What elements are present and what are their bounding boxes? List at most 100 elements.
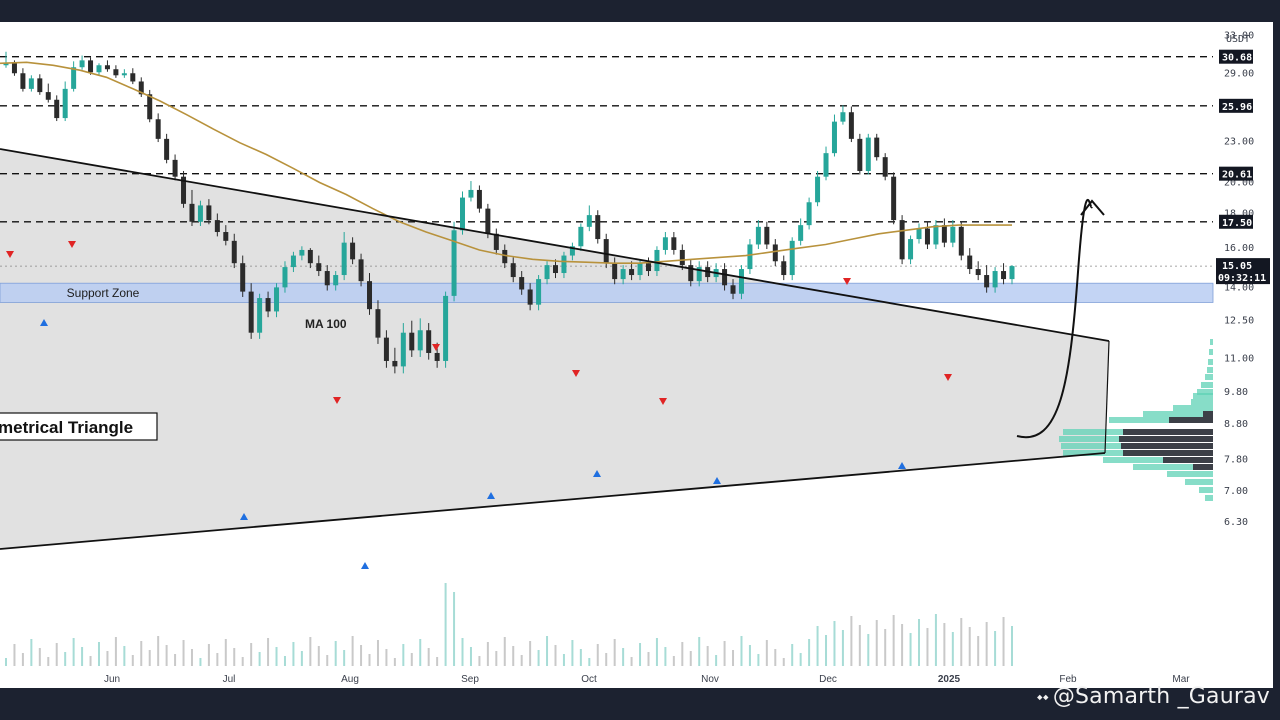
buy-signal-marker <box>593 470 601 477</box>
candle-body <box>975 269 981 276</box>
volume-bar <box>512 646 515 666</box>
current-price-value: 15.05 <box>1222 261 1252 272</box>
support-zone-label: Support Zone <box>67 286 140 300</box>
candle-body <box>181 176 187 204</box>
candle-body <box>257 298 263 333</box>
volume-bar <box>537 650 540 666</box>
candle-body <box>578 226 584 247</box>
candle-body <box>510 263 516 278</box>
volume-profile-bar <box>1143 411 1203 417</box>
buy-signal-marker <box>487 492 495 499</box>
candle-body <box>248 291 254 333</box>
candle-body <box>722 269 728 286</box>
volume-bar <box>64 652 67 666</box>
volume-bar <box>81 647 84 666</box>
price-level-tag <box>1219 166 1253 181</box>
candle-body <box>493 233 499 250</box>
volume-bar <box>140 641 143 666</box>
volume-bar <box>639 643 642 666</box>
buy-signal-marker <box>240 513 248 520</box>
volume-bar <box>148 650 151 666</box>
volume-bar <box>207 644 210 666</box>
symmetrical-triangle-fill <box>0 149 1109 549</box>
current-price-tag <box>1216 258 1270 285</box>
price-tick-label: 23.00 <box>1224 136 1254 147</box>
volume-bar <box>300 651 303 666</box>
candle-body <box>240 263 246 292</box>
candle-countdown: 09:32:11 <box>1218 273 1266 284</box>
price-tick-label: 9.80 <box>1224 387 1248 398</box>
price-level-tag-label: 25.96 <box>1222 102 1252 113</box>
volume-bar <box>588 658 591 666</box>
candle-body <box>916 228 922 240</box>
volume-bar <box>841 630 844 666</box>
candle-body <box>54 99 60 119</box>
volume-bar <box>825 635 828 666</box>
candle-body <box>502 249 508 264</box>
chart-canvas[interactable]: Resistance ZoneSupport Zone MA 100 metri… <box>0 22 1273 688</box>
volume-bar <box>317 646 320 666</box>
volume-bar <box>250 643 253 666</box>
time-tick-label: Feb <box>1059 674 1077 685</box>
volume-bar <box>495 651 498 666</box>
volume-bar <box>672 656 675 666</box>
volume-bar <box>918 619 921 666</box>
candle-body <box>984 275 990 288</box>
candle-body <box>3 63 9 66</box>
volume-profile-bar <box>1191 399 1213 405</box>
volume-bar <box>123 646 126 666</box>
time-tick-label: Dec <box>819 674 837 685</box>
volume-bar <box>436 657 439 666</box>
volume-bar <box>985 622 988 666</box>
candle-body <box>789 240 795 276</box>
volume-bar <box>309 637 312 666</box>
volume-bar <box>994 631 997 666</box>
triangle-lower-line <box>0 452 1106 550</box>
volume-profile-core <box>1119 436 1213 442</box>
ma100-label: MA 100 <box>305 317 347 331</box>
volume-profile-core <box>1203 411 1213 417</box>
candle-body <box>299 249 305 256</box>
candle-body <box>189 203 195 222</box>
candle-body <box>671 237 677 250</box>
volume-bar <box>630 657 633 666</box>
candle-body <box>806 202 812 226</box>
volume-profile-core <box>1121 443 1213 449</box>
volume-profile-bar <box>1210 339 1213 345</box>
volume-bar <box>114 637 117 666</box>
volume-bar <box>343 650 346 666</box>
volume-bar <box>977 636 980 666</box>
volume-bar <box>258 652 261 666</box>
volume-bar <box>605 653 608 666</box>
volume-bar <box>461 638 464 666</box>
volume-bar <box>182 640 185 666</box>
sell-signal-marker <box>333 397 341 404</box>
sell-signal-marker <box>68 241 76 248</box>
candle-body <box>307 249 313 264</box>
volume-bar <box>884 629 887 666</box>
volume-bar <box>926 628 929 666</box>
candle-body <box>20 73 26 89</box>
time-tick-label: Sep <box>461 674 479 685</box>
price-tick-label: 18.00 <box>1224 208 1254 219</box>
candle-body <box>958 226 964 256</box>
volume-bar <box>216 653 219 666</box>
candle-body <box>679 249 685 266</box>
candle-body <box>316 263 322 272</box>
candle-body <box>62 88 68 119</box>
volume-bar <box>622 648 625 666</box>
volume-bar <box>782 658 785 666</box>
volume-bar <box>698 637 701 666</box>
volume-bar <box>748 645 751 666</box>
candle-body <box>654 249 660 272</box>
volume-bar <box>292 642 295 666</box>
buy-signal-marker <box>361 562 369 569</box>
candle-body <box>1009 266 1015 280</box>
pattern-label-box <box>0 412 158 441</box>
candle-body <box>206 205 212 221</box>
volume-bar <box>38 648 41 666</box>
volume-bar <box>469 647 472 666</box>
candle-body <box>409 332 415 351</box>
volume-bar <box>562 654 565 666</box>
volume-bar <box>1002 617 1005 666</box>
